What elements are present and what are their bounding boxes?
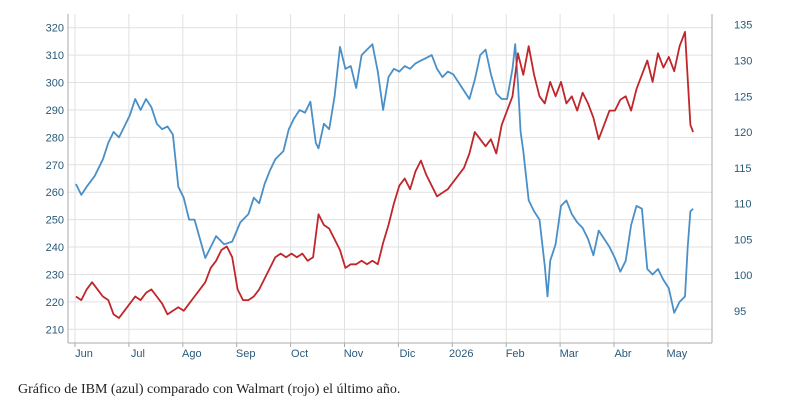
y-left-tick-label: 270 bbox=[46, 160, 64, 172]
x-tick-label: Nov bbox=[344, 348, 364, 360]
y-right-tick-label: 135 bbox=[734, 20, 752, 32]
y-left-tick-label: 250 bbox=[46, 215, 64, 227]
y-left-tick-label: 320 bbox=[46, 23, 64, 35]
y-right-tick-label: 120 bbox=[734, 127, 752, 139]
series-line-red bbox=[75, 31, 694, 319]
x-tick-label: Feb bbox=[506, 348, 525, 360]
x-axis-ticks: Jun Jul Ago Sep Oct Nov Dic 2026 Feb Mar Abr May bbox=[74, 343, 688, 360]
chart-caption: Gráfico de IBM (azul) comparado con Walm… bbox=[18, 382, 401, 397]
y-left-tick-label: 290 bbox=[46, 105, 64, 117]
y-left-tick-label: 230 bbox=[46, 269, 64, 281]
y-left-tick-label: 210 bbox=[46, 324, 64, 336]
y-axis-left-ticks: 210 220 230 240 250 260 270 280 290 300 310 320 bbox=[46, 23, 64, 337]
x-tick-label: May bbox=[667, 348, 688, 360]
y-right-tick-label: 125 bbox=[734, 91, 752, 103]
x-tick-label: Oct bbox=[291, 348, 308, 360]
x-tick-label: Abr bbox=[614, 348, 631, 360]
x-tick-label: Sep bbox=[236, 348, 256, 360]
line-chart: Jun Jul Ago Sep Oct Nov Dic 2026 Feb Mar Abr May 21… bbox=[46, 14, 752, 360]
series-lines bbox=[75, 31, 694, 319]
y-left-tick-label: 310 bbox=[46, 50, 64, 62]
x-tick-label: Jul bbox=[131, 348, 145, 360]
y-axis-right-ticks: 95 100 105 110 115 120 125 130 135 bbox=[734, 20, 752, 318]
y-left-tick-label: 300 bbox=[46, 78, 64, 90]
series-line-blue bbox=[75, 43, 694, 314]
y-right-tick-label: 100 bbox=[734, 270, 752, 282]
y-left-tick-label: 260 bbox=[46, 187, 64, 199]
y-right-tick-label: 115 bbox=[734, 163, 752, 175]
y-left-tick-label: 220 bbox=[46, 297, 64, 309]
plot-frame bbox=[67, 14, 713, 344]
grid-lines bbox=[68, 14, 712, 343]
y-left-tick-label: 280 bbox=[46, 132, 64, 144]
y-right-tick-label: 105 bbox=[734, 234, 752, 246]
x-tick-label: Ago bbox=[182, 348, 202, 360]
y-right-tick-label: 95 bbox=[734, 306, 746, 318]
x-tick-label: Mar bbox=[560, 348, 579, 360]
x-tick-label: Jun bbox=[75, 348, 93, 360]
x-tick-label: 2026 bbox=[449, 348, 473, 360]
y-right-tick-label: 110 bbox=[734, 199, 752, 211]
x-tick-label: Dic bbox=[399, 348, 415, 360]
y-left-tick-label: 240 bbox=[46, 242, 64, 254]
y-right-tick-label: 130 bbox=[734, 55, 752, 67]
